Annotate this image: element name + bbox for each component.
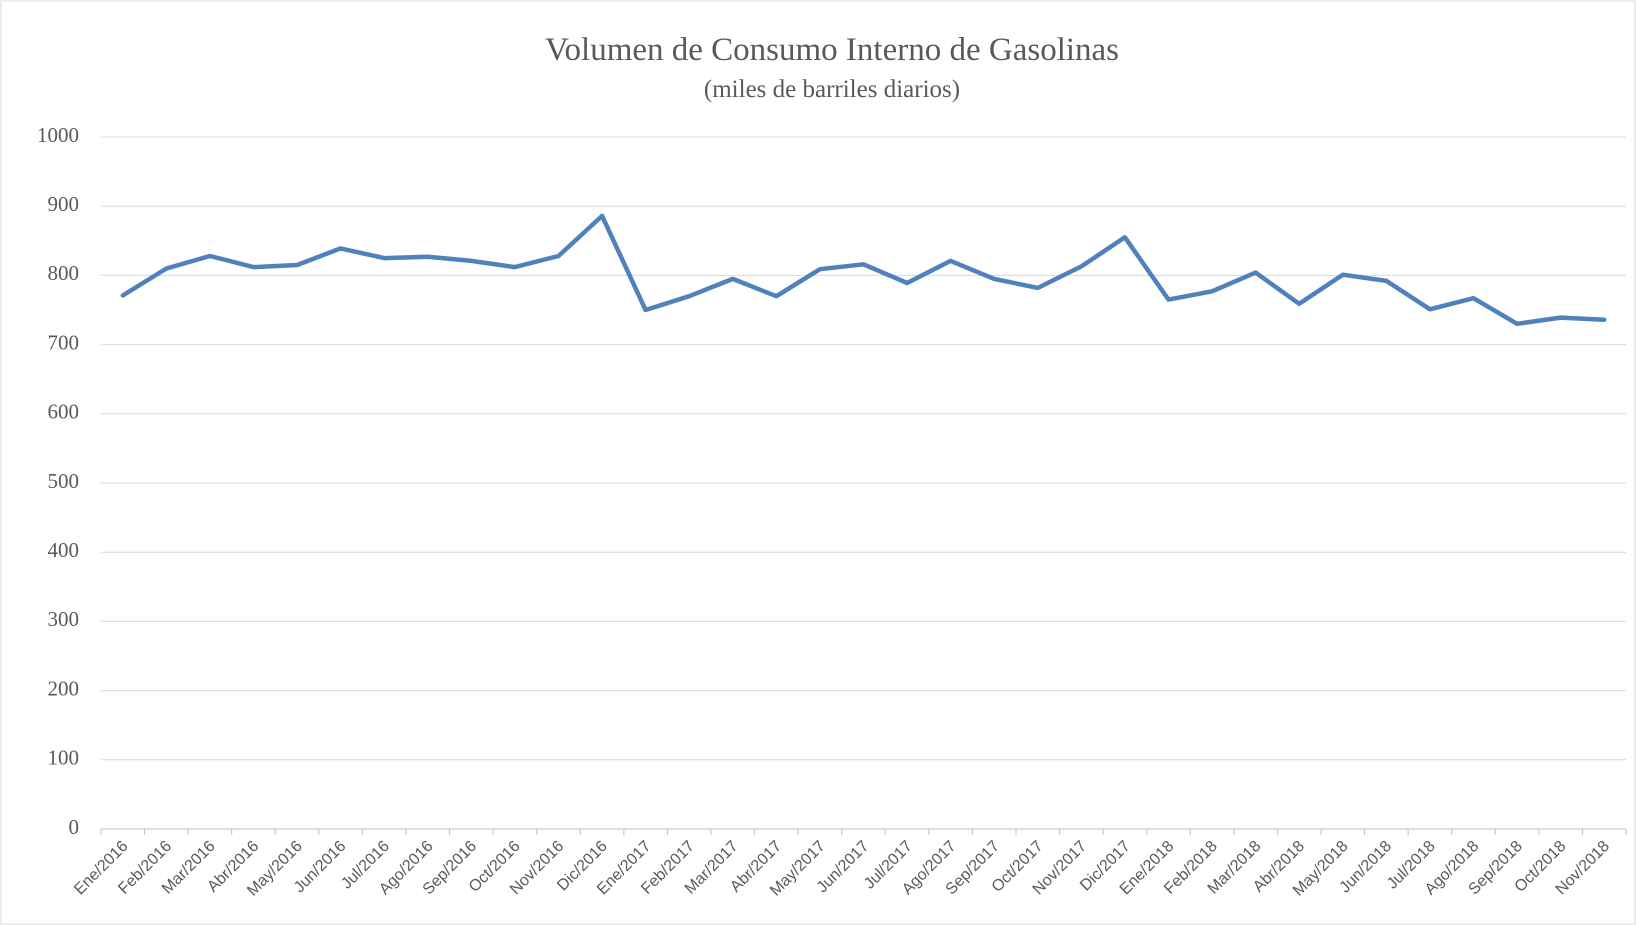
y-tick-label: 600 <box>48 400 80 424</box>
y-tick-label: 200 <box>48 676 80 700</box>
y-tick-label: 900 <box>48 192 80 216</box>
y-tick-label: 800 <box>48 261 80 285</box>
y-tick-label: 500 <box>48 469 80 493</box>
y-tick-label: 1000 <box>37 123 79 147</box>
chart-title: Volumen de Consumo Interno de Gasolinas <box>545 32 1119 68</box>
y-tick-label: 100 <box>48 746 80 770</box>
y-tick-label: 400 <box>48 538 80 562</box>
data-line <box>120 213 1607 327</box>
y-tick-label: 700 <box>48 330 80 354</box>
y-tick-label: 300 <box>48 607 80 631</box>
chart-subtitle: (miles de barriles diarios) <box>704 76 960 103</box>
y-tick-label: 0 <box>69 815 80 839</box>
